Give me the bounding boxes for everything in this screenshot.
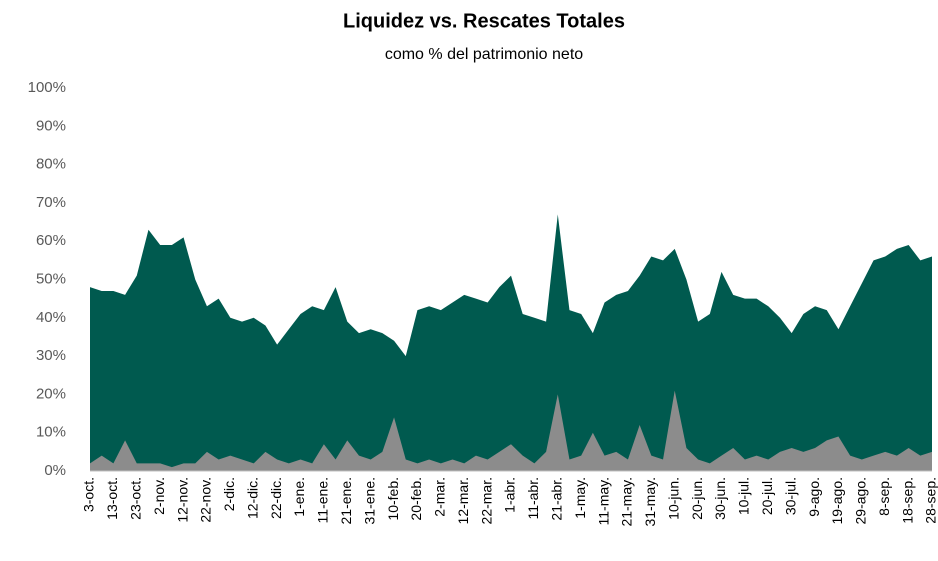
x-tick-label: 23-oct. [127,477,143,520]
x-tick-label: 20-jun. [689,477,705,520]
y-tick-label: 60% [36,232,66,249]
x-tick-label: 10-jul. [736,477,752,515]
x-tick-label: 20-jul. [759,477,775,515]
y-tick-label: 30% [36,347,66,364]
y-tick-label: 20% [36,385,66,402]
x-tick-label: 22-nov. [198,477,214,523]
y-tick-label: 90% [36,117,66,134]
x-tick-label: 21-ene. [338,477,354,524]
x-tick-label: 21-may. [619,477,635,527]
y-tick-label: 80% [36,156,66,173]
x-tick-label: 21-abr. [548,477,564,521]
x-tick-label: 2-dic. [221,477,237,511]
x-tick-label: 31-may. [642,477,658,527]
chart-title: Liquidez vs. Rescates Totales [343,10,625,32]
x-tick-label: 11-ene. [315,477,331,523]
x-tick-label: 30-jul. [782,477,798,515]
x-tick-label: 20-feb. [408,477,424,521]
x-tick-label: 30-jun. [712,477,728,520]
x-tick-label: 1-may. [572,477,588,519]
x-tick-label: 3-oct. [81,477,97,512]
y-tick-label: 40% [36,309,66,326]
area [90,390,932,471]
x-tick-label: 1-abr. [502,477,518,513]
x-tick-label: 18-sep. [899,477,915,524]
x-tick-label: 11-may. [595,477,611,526]
x-tick-label: 2-mar. [432,477,448,517]
x-tick-label: 8-sep. [876,477,892,516]
y-tick-label: 50% [36,270,66,287]
x-tick-label: 19-ago. [829,477,845,524]
x-tick-label: 22-dic. [268,477,284,519]
y-tick-label: 70% [36,194,66,211]
y-tick-label: 10% [36,424,66,441]
x-tick-label: 28-sep. [923,477,938,524]
x-tick-label: 12-nov. [174,477,190,523]
x-tick-label: 13-oct. [104,477,120,520]
y-tick-label: 0% [44,462,66,479]
chart-subtitle: como % del patrimonio neto [385,46,583,63]
x-tick-label: 12-mar. [455,477,471,524]
x-tick-label: 2-nov. [151,477,167,515]
x-tick-label: 29-ago. [853,477,869,524]
x-tick-label: 10-feb. [385,477,401,521]
y-tick-label: 100% [28,79,66,96]
area [90,214,932,471]
x-tick-label: 12-dic. [244,477,260,519]
x-tick-label: 22-mar. [478,477,494,524]
x-tick-label: 31-ene. [361,477,377,524]
x-tick-label: 1-ene. [291,477,307,517]
x-tick-label: 11-abr. [525,477,541,520]
x-tick-label: 9-ago. [806,477,822,517]
x-tick-label: 10-jun. [665,477,681,520]
